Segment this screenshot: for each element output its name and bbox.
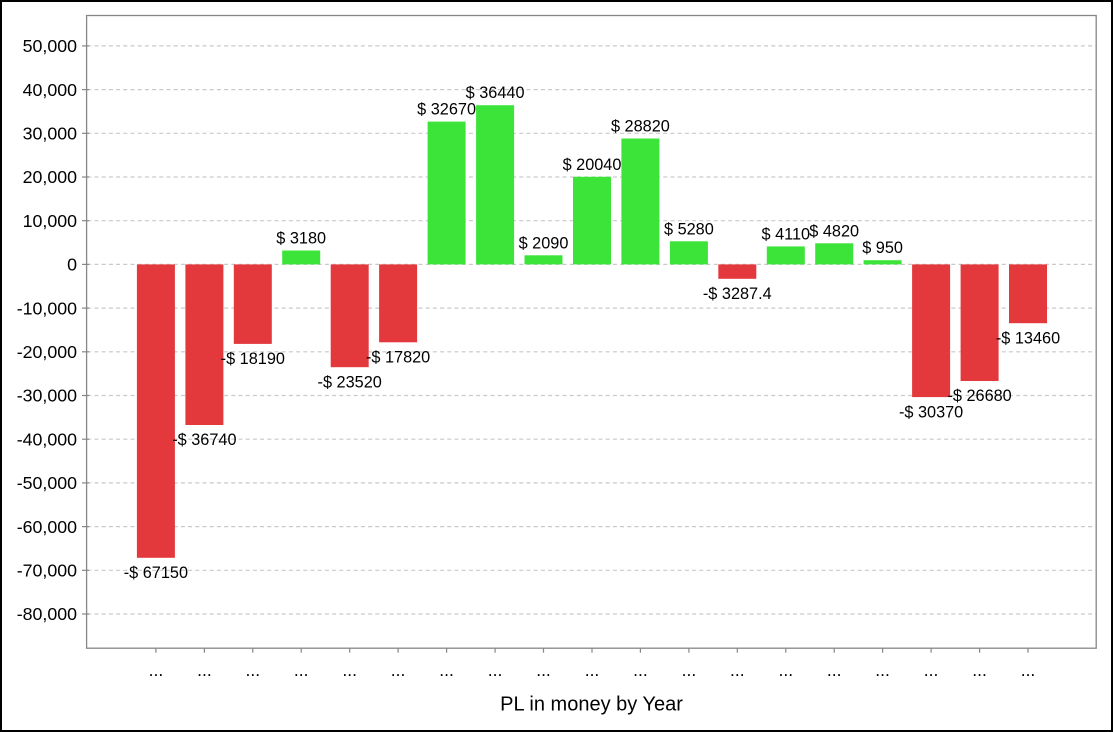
svg-text:$ 4110: $ 4110 bbox=[762, 225, 811, 243]
svg-text:-40,000: -40,000 bbox=[17, 429, 77, 449]
svg-text:-30,000: -30,000 bbox=[17, 386, 77, 406]
svg-text:30,000: 30,000 bbox=[23, 124, 77, 144]
svg-text:...: ... bbox=[585, 660, 600, 680]
svg-text:$ 32670: $ 32670 bbox=[417, 101, 476, 119]
svg-text:-$ 67150: -$ 67150 bbox=[124, 564, 188, 582]
svg-text:-$ 13460: -$ 13460 bbox=[996, 329, 1060, 347]
svg-text:...: ... bbox=[536, 660, 551, 680]
svg-text:20,000: 20,000 bbox=[23, 167, 77, 187]
svg-text:-$ 3287.4: -$ 3287.4 bbox=[703, 285, 772, 303]
svg-text:PL in money by Year: PL in money by Year bbox=[500, 694, 683, 716]
svg-text:-$ 30370: -$ 30370 bbox=[899, 403, 963, 421]
svg-text:$ 20040: $ 20040 bbox=[563, 156, 622, 174]
svg-text:...: ... bbox=[294, 660, 309, 680]
svg-text:-80,000: -80,000 bbox=[17, 604, 77, 624]
svg-text:-$ 26680: -$ 26680 bbox=[947, 387, 1011, 405]
svg-text:...: ... bbox=[391, 660, 406, 680]
svg-text:-60,000: -60,000 bbox=[17, 517, 77, 537]
svg-text:$ 28820: $ 28820 bbox=[611, 118, 670, 136]
svg-text:...: ... bbox=[972, 660, 987, 680]
svg-text:...: ... bbox=[488, 660, 503, 680]
svg-text:...: ... bbox=[149, 660, 164, 680]
svg-text:...: ... bbox=[779, 660, 794, 680]
svg-text:$ 3180: $ 3180 bbox=[276, 230, 326, 248]
svg-text:-$ 36740: -$ 36740 bbox=[172, 431, 236, 449]
svg-text:...: ... bbox=[924, 660, 939, 680]
svg-text:-$ 23520: -$ 23520 bbox=[318, 373, 382, 391]
svg-text:...: ... bbox=[246, 660, 261, 680]
svg-text:-$ 17820: -$ 17820 bbox=[366, 349, 430, 367]
svg-text:$ 950: $ 950 bbox=[862, 239, 903, 257]
svg-text:...: ... bbox=[827, 660, 842, 680]
svg-text:...: ... bbox=[197, 660, 212, 680]
svg-text:...: ... bbox=[682, 660, 697, 680]
svg-text:...: ... bbox=[633, 660, 648, 680]
svg-text:-$ 18190: -$ 18190 bbox=[221, 350, 285, 368]
svg-text:-10,000: -10,000 bbox=[17, 298, 77, 318]
svg-text:$ 5280: $ 5280 bbox=[664, 220, 714, 238]
svg-text:...: ... bbox=[730, 660, 745, 680]
svg-text:-70,000: -70,000 bbox=[17, 561, 77, 581]
svg-text:50,000: 50,000 bbox=[23, 36, 77, 56]
svg-text:...: ... bbox=[1021, 660, 1036, 680]
svg-text:$ 4820: $ 4820 bbox=[809, 222, 859, 240]
svg-text:10,000: 10,000 bbox=[23, 211, 77, 231]
svg-text:-50,000: -50,000 bbox=[17, 473, 77, 493]
svg-text:$ 2090: $ 2090 bbox=[519, 234, 569, 252]
svg-text:...: ... bbox=[342, 660, 357, 680]
svg-text:...: ... bbox=[439, 660, 454, 680]
svg-text:$ 36440: $ 36440 bbox=[466, 84, 525, 102]
svg-text:...: ... bbox=[875, 660, 890, 680]
svg-text:0: 0 bbox=[67, 255, 77, 275]
svg-text:-20,000: -20,000 bbox=[17, 342, 77, 362]
svg-text:40,000: 40,000 bbox=[23, 80, 77, 100]
